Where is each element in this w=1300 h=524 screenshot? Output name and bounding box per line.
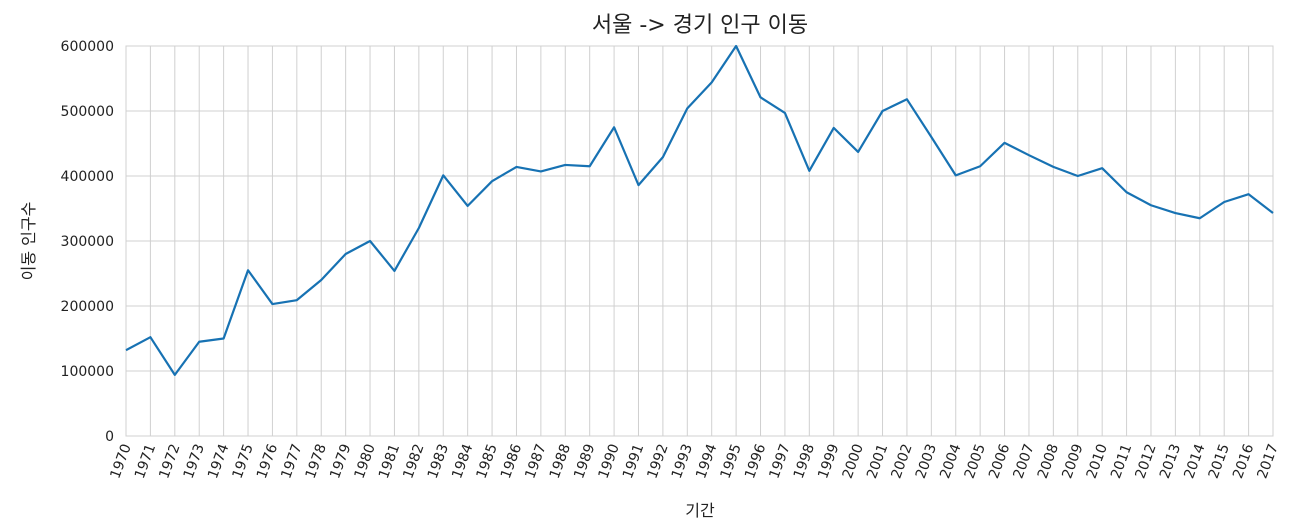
x-tick-label: 2008: [1035, 442, 1062, 481]
x-tick-label: 2001: [864, 442, 891, 481]
x-tick-label: 2005: [962, 442, 989, 481]
x-tick-label: 2014: [1181, 442, 1208, 481]
x-axis-label: 기간: [685, 501, 715, 520]
chart-title: 서울 -> 경기 인구 이동: [592, 13, 808, 38]
x-tick-label: 1985: [474, 442, 501, 481]
x-tick-label: 1980: [352, 442, 379, 481]
x-tick-label: 1982: [400, 442, 427, 481]
y-tick-label: 400000: [61, 169, 114, 185]
y-tick-label: 300000: [61, 234, 114, 250]
x-tick-label: 1995: [718, 442, 745, 481]
x-tick-label: 1994: [693, 442, 720, 481]
x-tick-label: 1975: [230, 442, 257, 481]
y-axis-label: 이동 인구수: [19, 202, 38, 281]
x-tick-label: 1977: [278, 442, 305, 481]
x-tick-label: 1983: [425, 442, 452, 481]
x-tick-label: 1978: [303, 442, 330, 481]
x-tick-label: 2016: [1230, 442, 1257, 481]
x-tick-label: 1987: [522, 442, 549, 481]
x-tick-label: 1986: [498, 442, 525, 481]
x-tick-label: 1970: [108, 442, 135, 481]
x-tick-label: 2000: [840, 442, 867, 481]
x-tick-label: 2007: [1010, 442, 1037, 481]
x-tick-label: 1991: [620, 442, 647, 481]
x-tick-label: 1990: [596, 442, 623, 481]
x-tick-label: 1976: [254, 442, 281, 481]
x-tick-label: 1989: [571, 442, 598, 481]
x-tick-label: 2011: [1108, 442, 1135, 481]
y-tick-label: 100000: [61, 364, 114, 380]
x-tick-label: 2002: [888, 442, 915, 481]
x-tick-label: 1972: [156, 442, 183, 481]
x-tick-label: 1993: [669, 442, 696, 481]
y-tick-label: 500000: [61, 104, 114, 120]
x-tick-label: 2015: [1206, 442, 1233, 481]
x-tick-label: 2010: [1084, 442, 1111, 481]
x-tick-label: 2012: [1133, 442, 1160, 481]
x-tick-label: 1992: [644, 442, 671, 481]
x-tick-label: 1981: [376, 442, 403, 481]
x-tick-label: 2003: [913, 442, 940, 481]
x-tick-label: 1988: [547, 442, 574, 481]
x-tick-label: 1979: [327, 442, 354, 481]
x-tick-label: 2009: [1059, 442, 1086, 481]
x-tick-label: 1971: [132, 442, 159, 481]
x-tick-label: 2013: [1157, 442, 1184, 481]
x-tick-label: 1973: [181, 442, 208, 481]
x-tick-label: 2004: [937, 442, 964, 481]
x-tick-label: 1984: [449, 442, 476, 481]
x-tick-label: 1997: [766, 442, 793, 481]
x-tick-label: 1999: [815, 442, 842, 481]
x-tick-label: 2006: [986, 442, 1013, 481]
x-tick-label: 1996: [742, 442, 769, 481]
x-tick-label: 1998: [791, 442, 818, 481]
y-tick-label: 0: [105, 429, 114, 445]
y-tick-label: 600000: [61, 39, 114, 55]
data-line: [125, 44, 1274, 376]
x-tick-label: 1974: [205, 442, 232, 481]
plot-frame: [125, 45, 1274, 437]
y-tick-label: 200000: [61, 299, 114, 315]
x-tick-label: 2017: [1255, 442, 1282, 481]
